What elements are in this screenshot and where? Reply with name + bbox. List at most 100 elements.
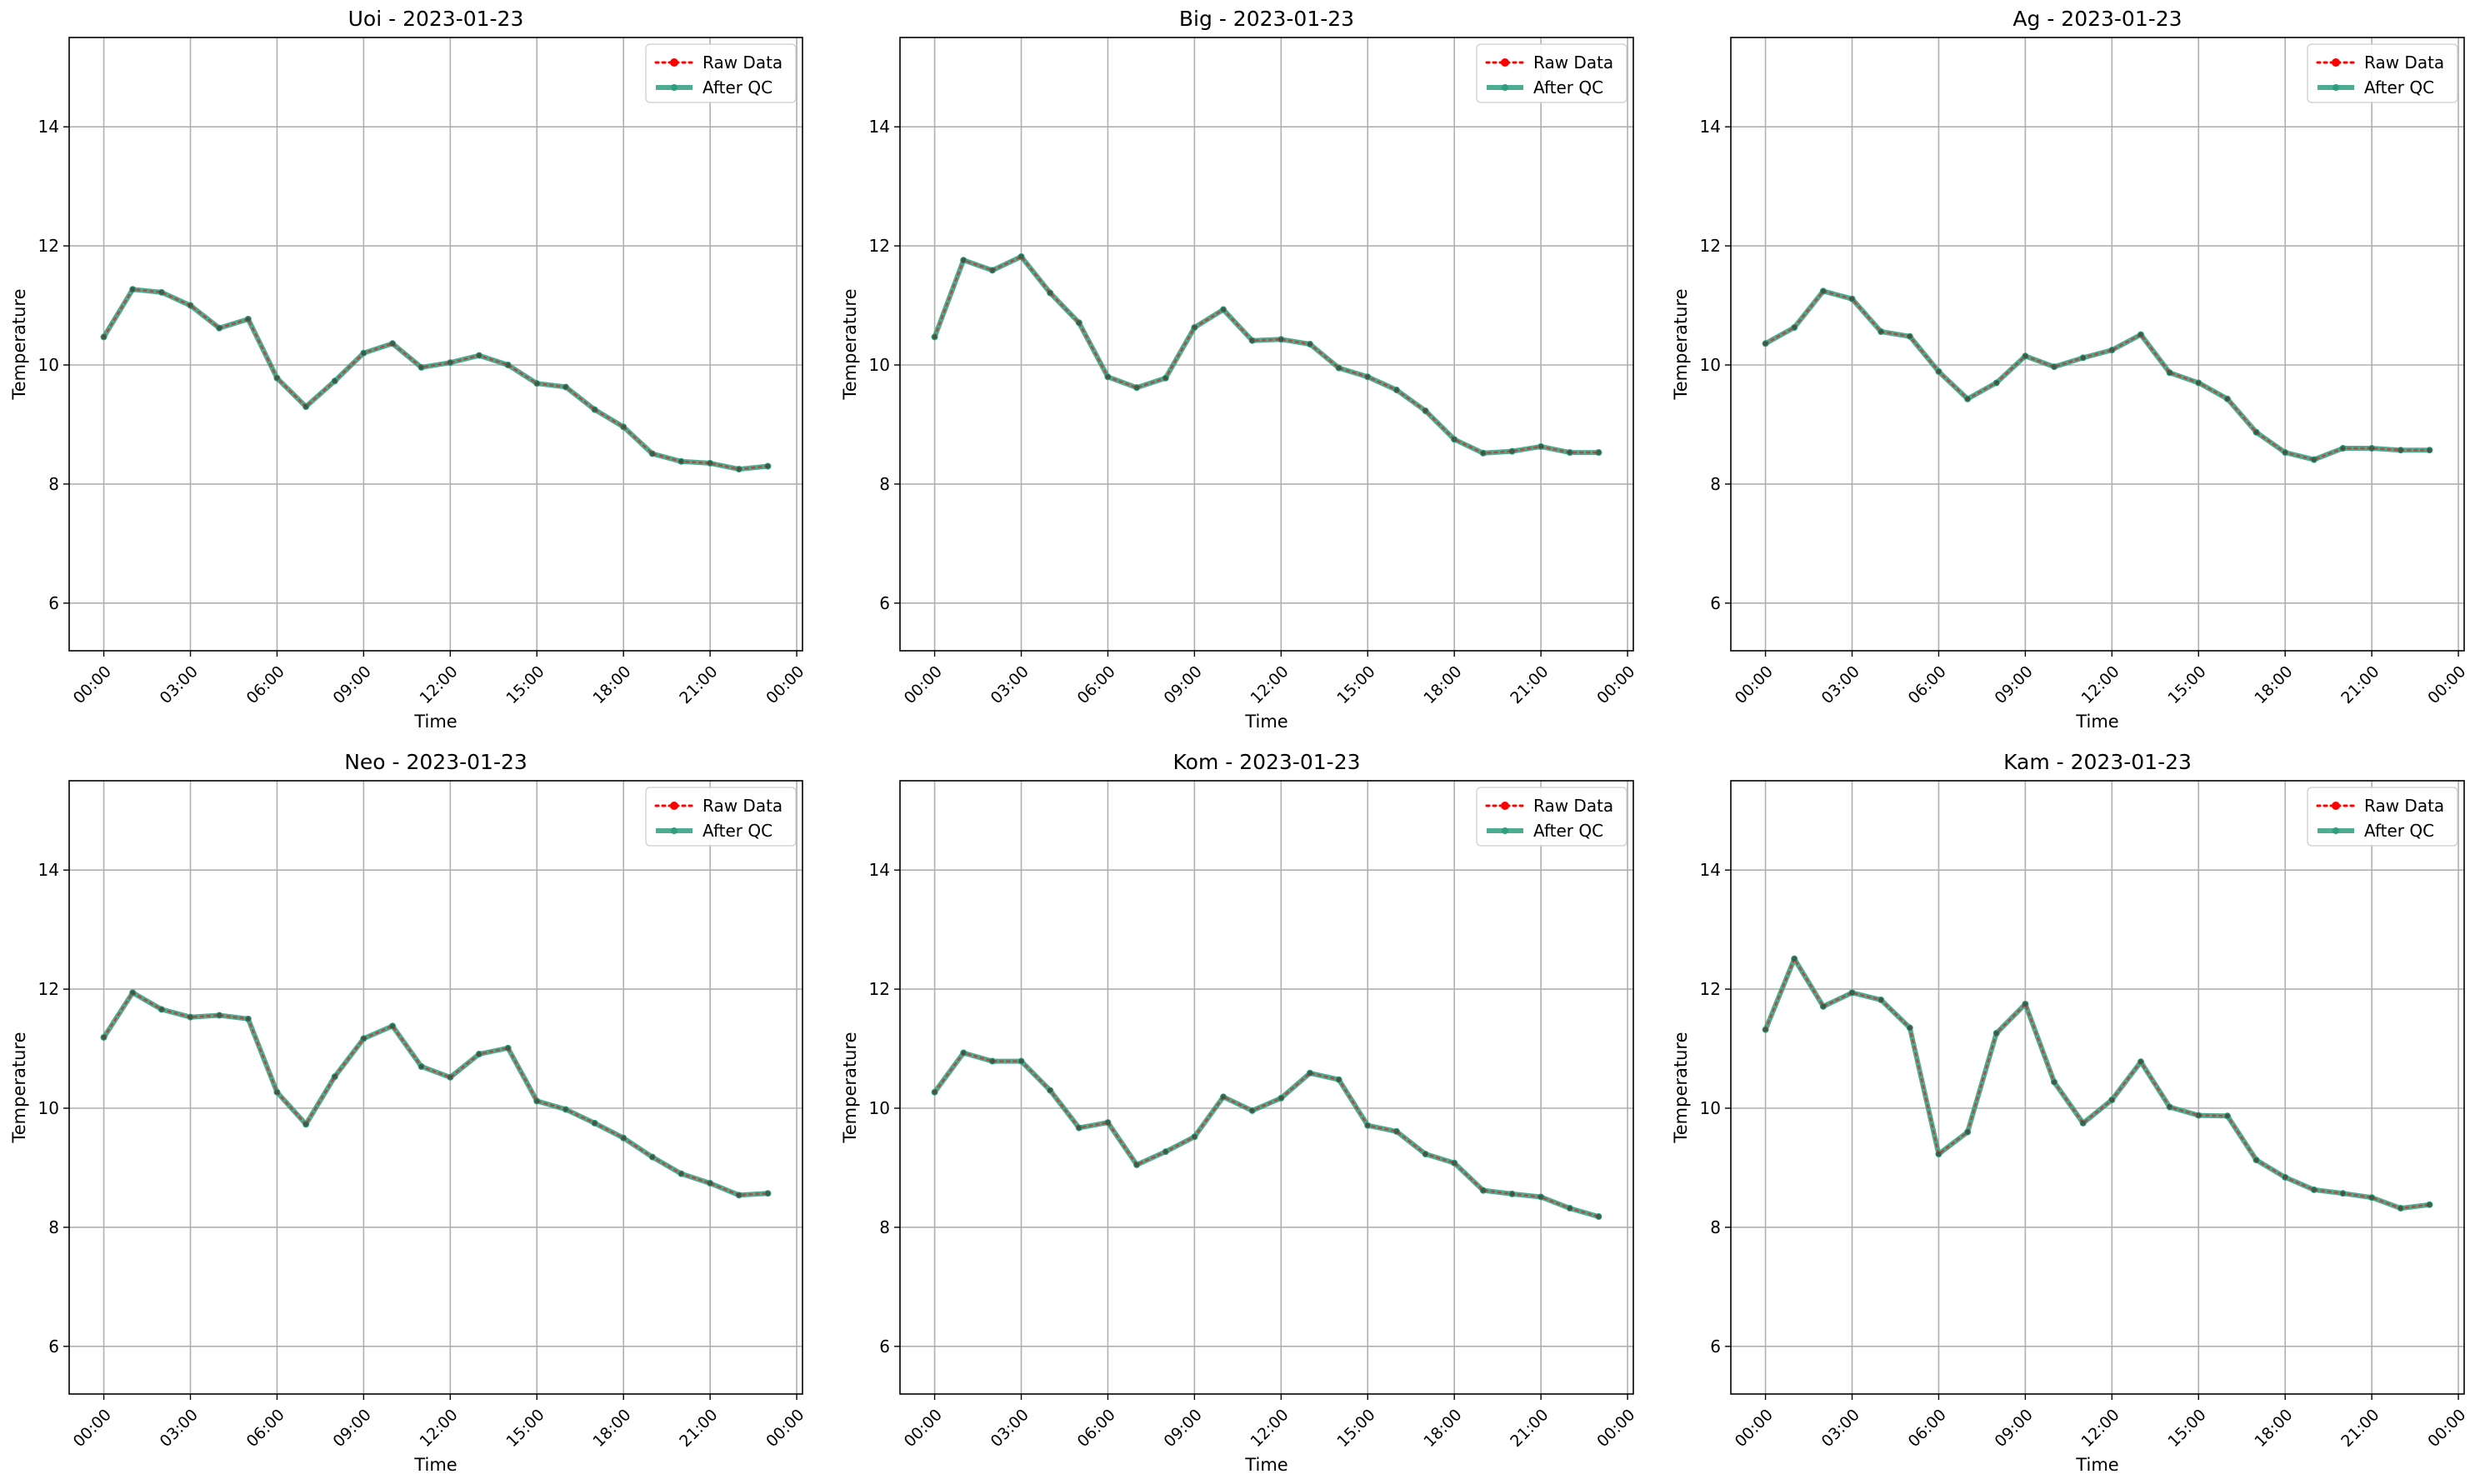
x-tick-label: 06:00	[1074, 662, 1119, 707]
data-point-raw-data	[708, 1181, 713, 1187]
y-axis-label: Temperature	[1671, 1032, 1691, 1143]
data-point-raw-data	[562, 1107, 568, 1112]
data-point-raw-data	[2224, 1113, 2230, 1119]
data-point-raw-data	[1936, 1152, 1942, 1157]
data-point-raw-data	[1480, 450, 1486, 456]
x-tick-label: 12:00	[416, 662, 461, 707]
x-tick-label: 12:00	[1247, 1406, 1292, 1451]
data-point-raw-data	[332, 1074, 338, 1080]
data-point-raw-data	[476, 352, 482, 358]
x-tick-label: 21:00	[1507, 1406, 1552, 1451]
data-point-raw-data	[332, 378, 338, 384]
data-point-raw-data	[2340, 446, 2346, 452]
data-point-raw-data	[1993, 380, 1999, 386]
legend-marker-after-qc	[671, 827, 678, 834]
data-point-raw-data	[989, 267, 995, 273]
x-tick-label: 00:00	[762, 662, 808, 707]
series-line-after-qc	[1764, 288, 2430, 462]
legend: Raw Data After QC	[645, 43, 797, 103]
data-point-raw-data	[2022, 353, 2028, 359]
y-tick-label: 8	[48, 1217, 59, 1237]
y-tick-label: 8	[48, 474, 59, 494]
x-tick-label: 00:00	[1593, 662, 1638, 707]
data-point-raw-data	[2253, 1157, 2259, 1163]
x-tick-label: 09:00	[1992, 1406, 2037, 1451]
data-point-raw-data	[2253, 429, 2259, 435]
legend-marker-raw-data	[2332, 58, 2340, 67]
plot-frame	[1730, 37, 2465, 652]
y-tick-label: 12	[38, 236, 59, 256]
y-axis-label: Temperature	[9, 288, 29, 400]
data-point-raw-data	[1509, 448, 1515, 454]
x-tick-label: 06:00	[1074, 1406, 1119, 1451]
data-point-raw-data	[765, 463, 771, 469]
x-tick-label: 15:00	[502, 1406, 548, 1451]
data-point-raw-data	[1993, 1030, 1999, 1036]
x-tick-label: 09:00	[1161, 662, 1206, 707]
data-point-raw-data	[245, 1016, 251, 1022]
x-tick-label: 00:00	[2424, 1406, 2469, 1451]
data-point-raw-data	[1162, 375, 1168, 381]
data-point-raw-data	[158, 1007, 164, 1012]
data-point-raw-data	[708, 460, 713, 466]
y-tick-label: 6	[1710, 1337, 1721, 1357]
data-point-raw-data	[592, 407, 598, 412]
legend: Raw Data After QC	[1476, 43, 1628, 103]
x-tick-label: 06:00	[1905, 662, 1950, 707]
chart-title: Kom - 2023-01-23	[1173, 750, 1361, 774]
legend-marker-raw-data	[1501, 58, 1509, 67]
legend-marker-after-qc	[1502, 827, 1508, 834]
data-point-raw-data	[476, 1051, 482, 1057]
y-tick-label: 6	[48, 593, 59, 613]
data-point-raw-data	[1480, 1187, 1486, 1193]
data-point-raw-data	[2167, 370, 2172, 376]
x-tick-label: 09:00	[330, 1406, 375, 1451]
data-point-raw-data	[1878, 328, 1884, 334]
data-point-raw-data	[1221, 1094, 1227, 1100]
data-point-raw-data	[303, 404, 309, 410]
legend-marker-after-qc	[1502, 84, 1508, 91]
legend-label-after-qc: After QC	[2364, 77, 2434, 97]
y-tick-label: 10	[869, 1098, 890, 1118]
data-point-raw-data	[448, 360, 453, 366]
x-tick-label: 00:00	[901, 1406, 946, 1451]
data-point-raw-data	[562, 384, 568, 390]
data-point-raw-data	[1820, 288, 1826, 294]
data-point-raw-data	[1048, 1087, 1053, 1093]
data-point-raw-data	[1762, 341, 1768, 347]
y-tick-label: 12	[1700, 236, 1721, 256]
data-point-raw-data	[1596, 450, 1602, 456]
x-tick-label: 21:00	[2338, 1406, 2382, 1451]
legend-marker-raw-data	[670, 58, 678, 67]
subplot-5: 00:00 03:00 06:00 09:00 12:00 15:00 18:00 21:00…	[840, 750, 1638, 1475]
data-point-raw-data	[2109, 347, 2115, 353]
data-point-raw-data	[1278, 337, 1284, 342]
legend-marker-after-qc	[2332, 84, 2339, 91]
data-point-raw-data	[736, 1192, 742, 1198]
data-point-raw-data	[130, 990, 136, 996]
y-tick-label: 8	[879, 1217, 890, 1237]
y-tick-label: 8	[1710, 474, 1721, 494]
data-point-raw-data	[505, 1045, 511, 1051]
data-point-raw-data	[1422, 1152, 1428, 1157]
data-point-raw-data	[1452, 437, 1458, 442]
data-point-raw-data	[245, 316, 251, 322]
data-point-raw-data	[1849, 296, 1855, 302]
x-axis-label: Time	[1244, 712, 1288, 732]
legend-label-after-qc: After QC	[702, 77, 772, 97]
data-point-raw-data	[217, 325, 222, 331]
series-line-after-qc	[102, 990, 768, 1198]
x-tick-label: 06:00	[1905, 1406, 1950, 1451]
data-point-raw-data	[217, 1012, 222, 1018]
data-point-raw-data	[1249, 337, 1255, 343]
data-point-raw-data	[1509, 1191, 1515, 1197]
x-tick-label: 00:00	[762, 1406, 808, 1451]
data-point-raw-data	[1878, 997, 1884, 1002]
legend-label-after-qc: After QC	[1533, 821, 1603, 841]
data-point-raw-data	[1365, 374, 1371, 380]
subplot-2: 00:00 03:00 06:00 09:00 12:00 15:00 18:00 21:00…	[840, 7, 1638, 732]
data-point-raw-data	[1849, 990, 1855, 996]
x-tick-label: 15:00	[2164, 1406, 2209, 1451]
data-point-raw-data	[1307, 342, 1312, 347]
x-axis-label: Time	[413, 712, 457, 732]
